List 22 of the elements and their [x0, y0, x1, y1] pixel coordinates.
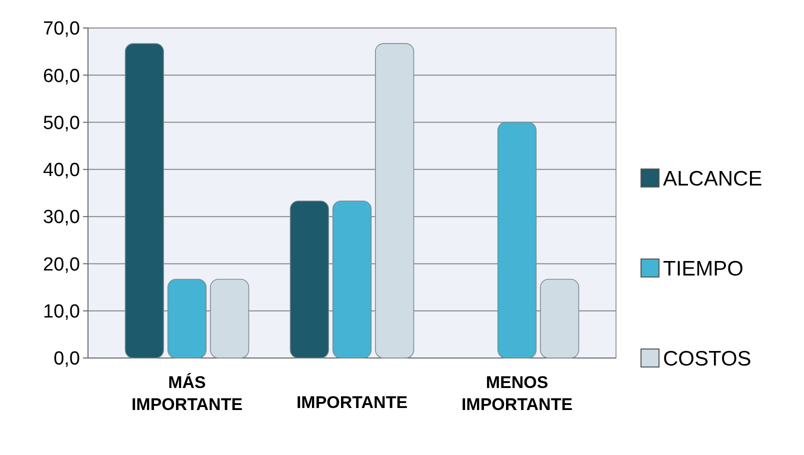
bar [167, 278, 207, 358]
y-tick-label: 50,0 [43, 112, 80, 134]
y-tick-label: 10,0 [43, 302, 80, 323]
x-tick-label: MENOS IMPORTANTE [461, 373, 573, 414]
legend-label: ALCANCE [663, 167, 762, 190]
bar [332, 200, 372, 358]
legend-label: TIEMPO [663, 257, 744, 280]
y-tick-label: 40,0 [43, 160, 80, 182]
y-tick-label: 30,0 [43, 207, 80, 228]
x-tick-label: MÁS IMPORTANTE [131, 372, 243, 414]
bar [540, 278, 580, 358]
bar [375, 43, 414, 358]
y-tick-label: 60,0 [43, 66, 80, 87]
bar [290, 200, 329, 358]
bar [124, 43, 164, 358]
y-tick-label: 70,0 [43, 18, 80, 40]
bar [210, 278, 250, 358]
y-tick-label: 0,0 [54, 348, 80, 370]
bar [497, 122, 537, 358]
x-tick-label: IMPORTANTE [296, 393, 408, 412]
y-tick-label: 20,0 [43, 254, 80, 276]
legend-label: COSTOS [663, 347, 752, 370]
